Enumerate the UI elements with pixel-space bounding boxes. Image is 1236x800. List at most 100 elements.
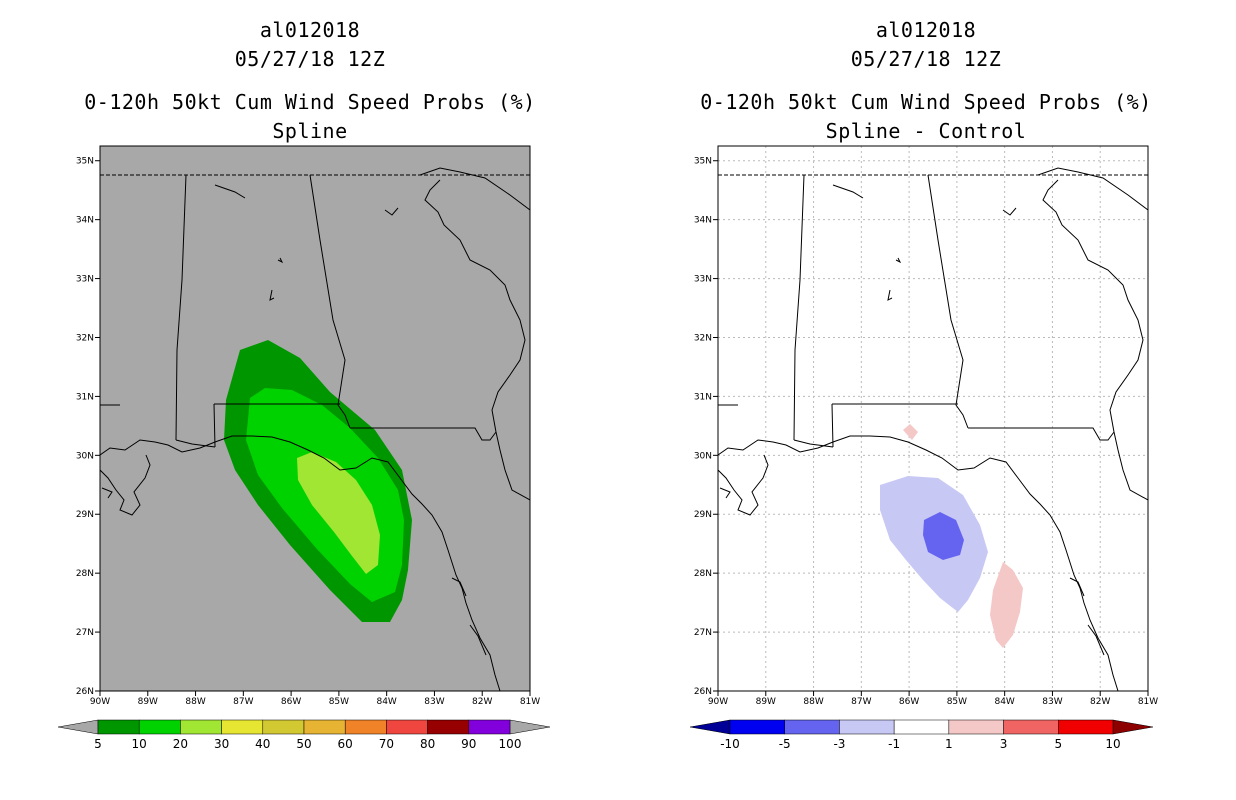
lon-label: 86W bbox=[899, 697, 919, 707]
colorbar-label: 20 bbox=[173, 737, 188, 751]
lon-label: 88W bbox=[803, 697, 823, 707]
left-lon-labels: 90W 89W 88W 87W 86W 85W 84W 83W 82W 81W bbox=[90, 691, 540, 707]
colorbar-label: 90 bbox=[461, 737, 476, 751]
colorbar-swatch bbox=[729, 719, 785, 735]
lat-label: 31N bbox=[694, 392, 712, 402]
colorbar-swatch bbox=[468, 719, 511, 735]
colorbar-label: 40 bbox=[255, 737, 270, 751]
lon-label: 81W bbox=[1138, 697, 1158, 707]
lon-label: 84W bbox=[376, 697, 396, 707]
lat-label: 28N bbox=[76, 569, 94, 579]
lat-label: 34N bbox=[76, 216, 94, 226]
colorbar-swatch bbox=[138, 719, 181, 735]
colorbar-label: 5 bbox=[94, 737, 102, 751]
lat-label: 32N bbox=[76, 333, 94, 343]
lon-label: 87W bbox=[233, 697, 253, 707]
lat-label: 30N bbox=[694, 451, 712, 461]
colorbar-label: -10 bbox=[720, 737, 740, 751]
left-panel-title: al012018 05/27/18 12Z 0-120h 50kt Cum Wi… bbox=[30, 16, 590, 146]
lon-label: 83W bbox=[1042, 697, 1062, 707]
right-contour-pos1-south bbox=[990, 562, 1023, 648]
colorbar-label: 1 bbox=[945, 737, 953, 751]
left-product-title: 0-120h 50kt Cum Wind Speed Probs (%) bbox=[84, 90, 536, 114]
right-lat-labels: 35N 34N 33N 32N 31N 30N 29N 28N 27N 26N bbox=[694, 157, 718, 697]
colorbar-swatch bbox=[839, 719, 895, 735]
colorbar-swatch bbox=[386, 719, 428, 735]
lon-label: 88W bbox=[185, 697, 205, 707]
right-subtitle: Spline - Control bbox=[825, 119, 1027, 143]
lon-label: 85W bbox=[947, 697, 967, 707]
lon-label: 90W bbox=[90, 697, 110, 707]
lat-label: 26N bbox=[76, 687, 94, 697]
lat-label: 27N bbox=[694, 628, 712, 638]
lat-label: 32N bbox=[694, 333, 712, 343]
colorbar-label: -3 bbox=[833, 737, 845, 751]
colorbar-high-triangle bbox=[509, 719, 551, 735]
lon-label: 83W bbox=[424, 697, 444, 707]
colorbar-label: 10 bbox=[1105, 737, 1120, 751]
colorbar-label: 10 bbox=[132, 737, 147, 751]
lat-label: 29N bbox=[694, 510, 712, 520]
colorbar-swatch bbox=[427, 719, 470, 735]
colorbar-label: 50 bbox=[296, 737, 311, 751]
colorbar-swatch bbox=[784, 719, 840, 735]
left-map: 35N 34N 33N 32N 31N 30N 29N 28N 27N 26N 90W 89W 88W… bbox=[76, 145, 540, 707]
right-panel-title: al012018 05/27/18 12Z 0-120h 50kt Cum Wi… bbox=[646, 16, 1206, 146]
colorbar-low-triangle bbox=[689, 719, 731, 735]
lat-label: 30N bbox=[76, 451, 94, 461]
lon-label: 89W bbox=[138, 697, 158, 707]
colorbar-label: 5 bbox=[1054, 737, 1062, 751]
left-lat-labels: 35N 34N 33N 32N 31N 30N 29N 28N 27N 26N bbox=[76, 157, 100, 697]
colorbar-label: 3 bbox=[1000, 737, 1008, 751]
right-lon-labels: 90W 89W 88W 87W 86W 85W 84W 83W 82W 81W bbox=[708, 691, 1158, 707]
colorbar-swatch bbox=[1003, 719, 1059, 735]
colorbar-label: 60 bbox=[338, 737, 353, 751]
colorbar-swatch bbox=[893, 719, 950, 735]
colorbar-swatch bbox=[262, 719, 305, 735]
colorbar-label: 100 bbox=[499, 737, 522, 751]
right-storm-id: al012018 bbox=[875, 18, 977, 42]
colorbar-label: -5 bbox=[779, 737, 791, 751]
lon-label: 82W bbox=[472, 697, 492, 707]
colorbar-label: 80 bbox=[420, 737, 435, 751]
lon-label: 86W bbox=[281, 697, 301, 707]
left-storm-id: al012018 bbox=[259, 18, 361, 42]
right-map-background bbox=[718, 146, 1148, 691]
lat-label: 29N bbox=[76, 510, 94, 520]
colorbar-swatch bbox=[344, 719, 387, 735]
lon-label: 84W bbox=[994, 697, 1014, 707]
colorbar-high-triangle bbox=[1112, 719, 1154, 735]
colorbar-swatch bbox=[303, 719, 346, 735]
left-subtitle: Spline bbox=[272, 119, 348, 143]
colorbar-low-triangle bbox=[57, 719, 99, 735]
colorbar-swatch bbox=[180, 719, 222, 735]
lat-label: 35N bbox=[76, 157, 94, 167]
left-contour-20 bbox=[297, 452, 380, 574]
lon-label: 82W bbox=[1090, 697, 1110, 707]
left-datetime: 05/27/18 12Z bbox=[234, 47, 386, 71]
lat-label: 35N bbox=[694, 157, 712, 167]
right-datetime: 05/27/18 12Z bbox=[850, 47, 1002, 71]
lat-label: 28N bbox=[694, 569, 712, 579]
lat-label: 33N bbox=[76, 275, 94, 285]
lat-label: 27N bbox=[76, 628, 94, 638]
colorbar-swatch bbox=[221, 719, 264, 735]
lon-label: 81W bbox=[520, 697, 540, 707]
colorbar-label: 70 bbox=[379, 737, 394, 751]
right-contour-pos1-north bbox=[903, 424, 918, 440]
right-product-title: 0-120h 50kt Cum Wind Speed Probs (%) bbox=[700, 90, 1152, 114]
right-colorbar: -10 -5 -3 -1 1 3 5 10 bbox=[689, 719, 1154, 751]
lon-label: 90W bbox=[708, 697, 728, 707]
lat-label: 34N bbox=[694, 216, 712, 226]
lat-label: 33N bbox=[694, 275, 712, 285]
colorbar-swatch bbox=[1058, 719, 1114, 735]
colorbar-label: -1 bbox=[888, 737, 900, 751]
lon-label: 85W bbox=[329, 697, 349, 707]
colorbar-label: 30 bbox=[214, 737, 229, 751]
left-colorbar: 5 10 20 30 40 50 60 70 80 90 100 bbox=[57, 719, 551, 751]
right-map: 35N 34N 33N 32N 31N 30N 29N 28N 27N 26N 90W 89W 88W… bbox=[694, 145, 1158, 707]
right-contour-neg5 bbox=[923, 512, 964, 560]
colorbar-swatch bbox=[97, 719, 140, 735]
lat-label: 26N bbox=[694, 687, 712, 697]
colorbar-swatch bbox=[948, 719, 1004, 735]
